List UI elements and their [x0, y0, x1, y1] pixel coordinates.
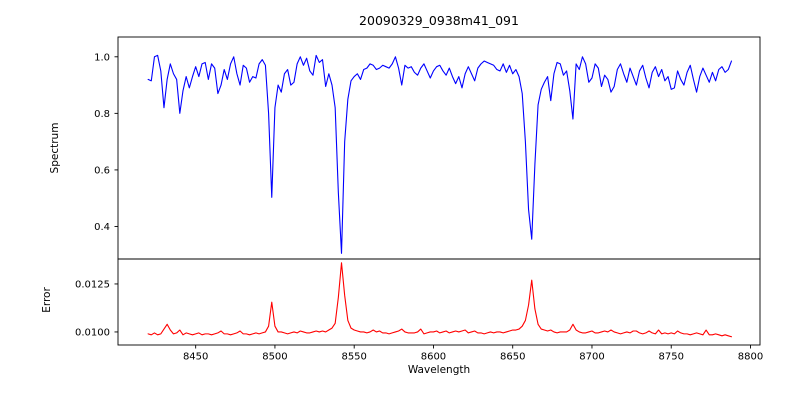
spectrum-y-ticks: 1.0 0.8 0.6 0.4: [94, 52, 118, 233]
y-tick-label: 0.0100: [75, 327, 110, 338]
x-tick-label: 8450: [183, 352, 208, 363]
spectrum-panel: 1.0 0.8 0.6 0.4: [94, 36, 761, 260]
figure-title: 20090329_0938m41_091: [359, 13, 519, 28]
error-spines: [117, 258, 761, 346]
error-y-axis-label: Error: [41, 287, 53, 313]
error-y-ticks: 0.0125 0.0100: [75, 279, 118, 338]
spectrum-y-axis-label: Spectrum: [49, 122, 61, 174]
y-tick-label: 0.4: [94, 222, 110, 233]
spectrum-spines: [117, 36, 761, 260]
x-tick-label: 8650: [500, 352, 525, 363]
spectrum-line: [147, 54, 733, 254]
x-tick-label: 8500: [262, 352, 287, 363]
y-tick-label: 1.0: [94, 52, 110, 63]
y-tick-label: 0.0125: [75, 279, 110, 290]
x-tick-label: 8750: [659, 352, 684, 363]
x-tick-label: 8600: [421, 352, 446, 363]
x-axis-ticks: 8450 8500 8550 8600 8650 8700 8750 8800: [183, 345, 763, 363]
y-tick-label: 0.6: [94, 165, 110, 176]
y-tick-label: 0.8: [94, 109, 110, 120]
error-panel: 0.0125 0.0100: [75, 258, 761, 346]
x-tick-label: 8700: [579, 352, 604, 363]
x-tick-label: 8550: [341, 352, 366, 363]
x-tick-label: 8800: [738, 352, 763, 363]
error-line: [147, 262, 733, 338]
x-axis-label: Wavelength: [407, 364, 471, 376]
